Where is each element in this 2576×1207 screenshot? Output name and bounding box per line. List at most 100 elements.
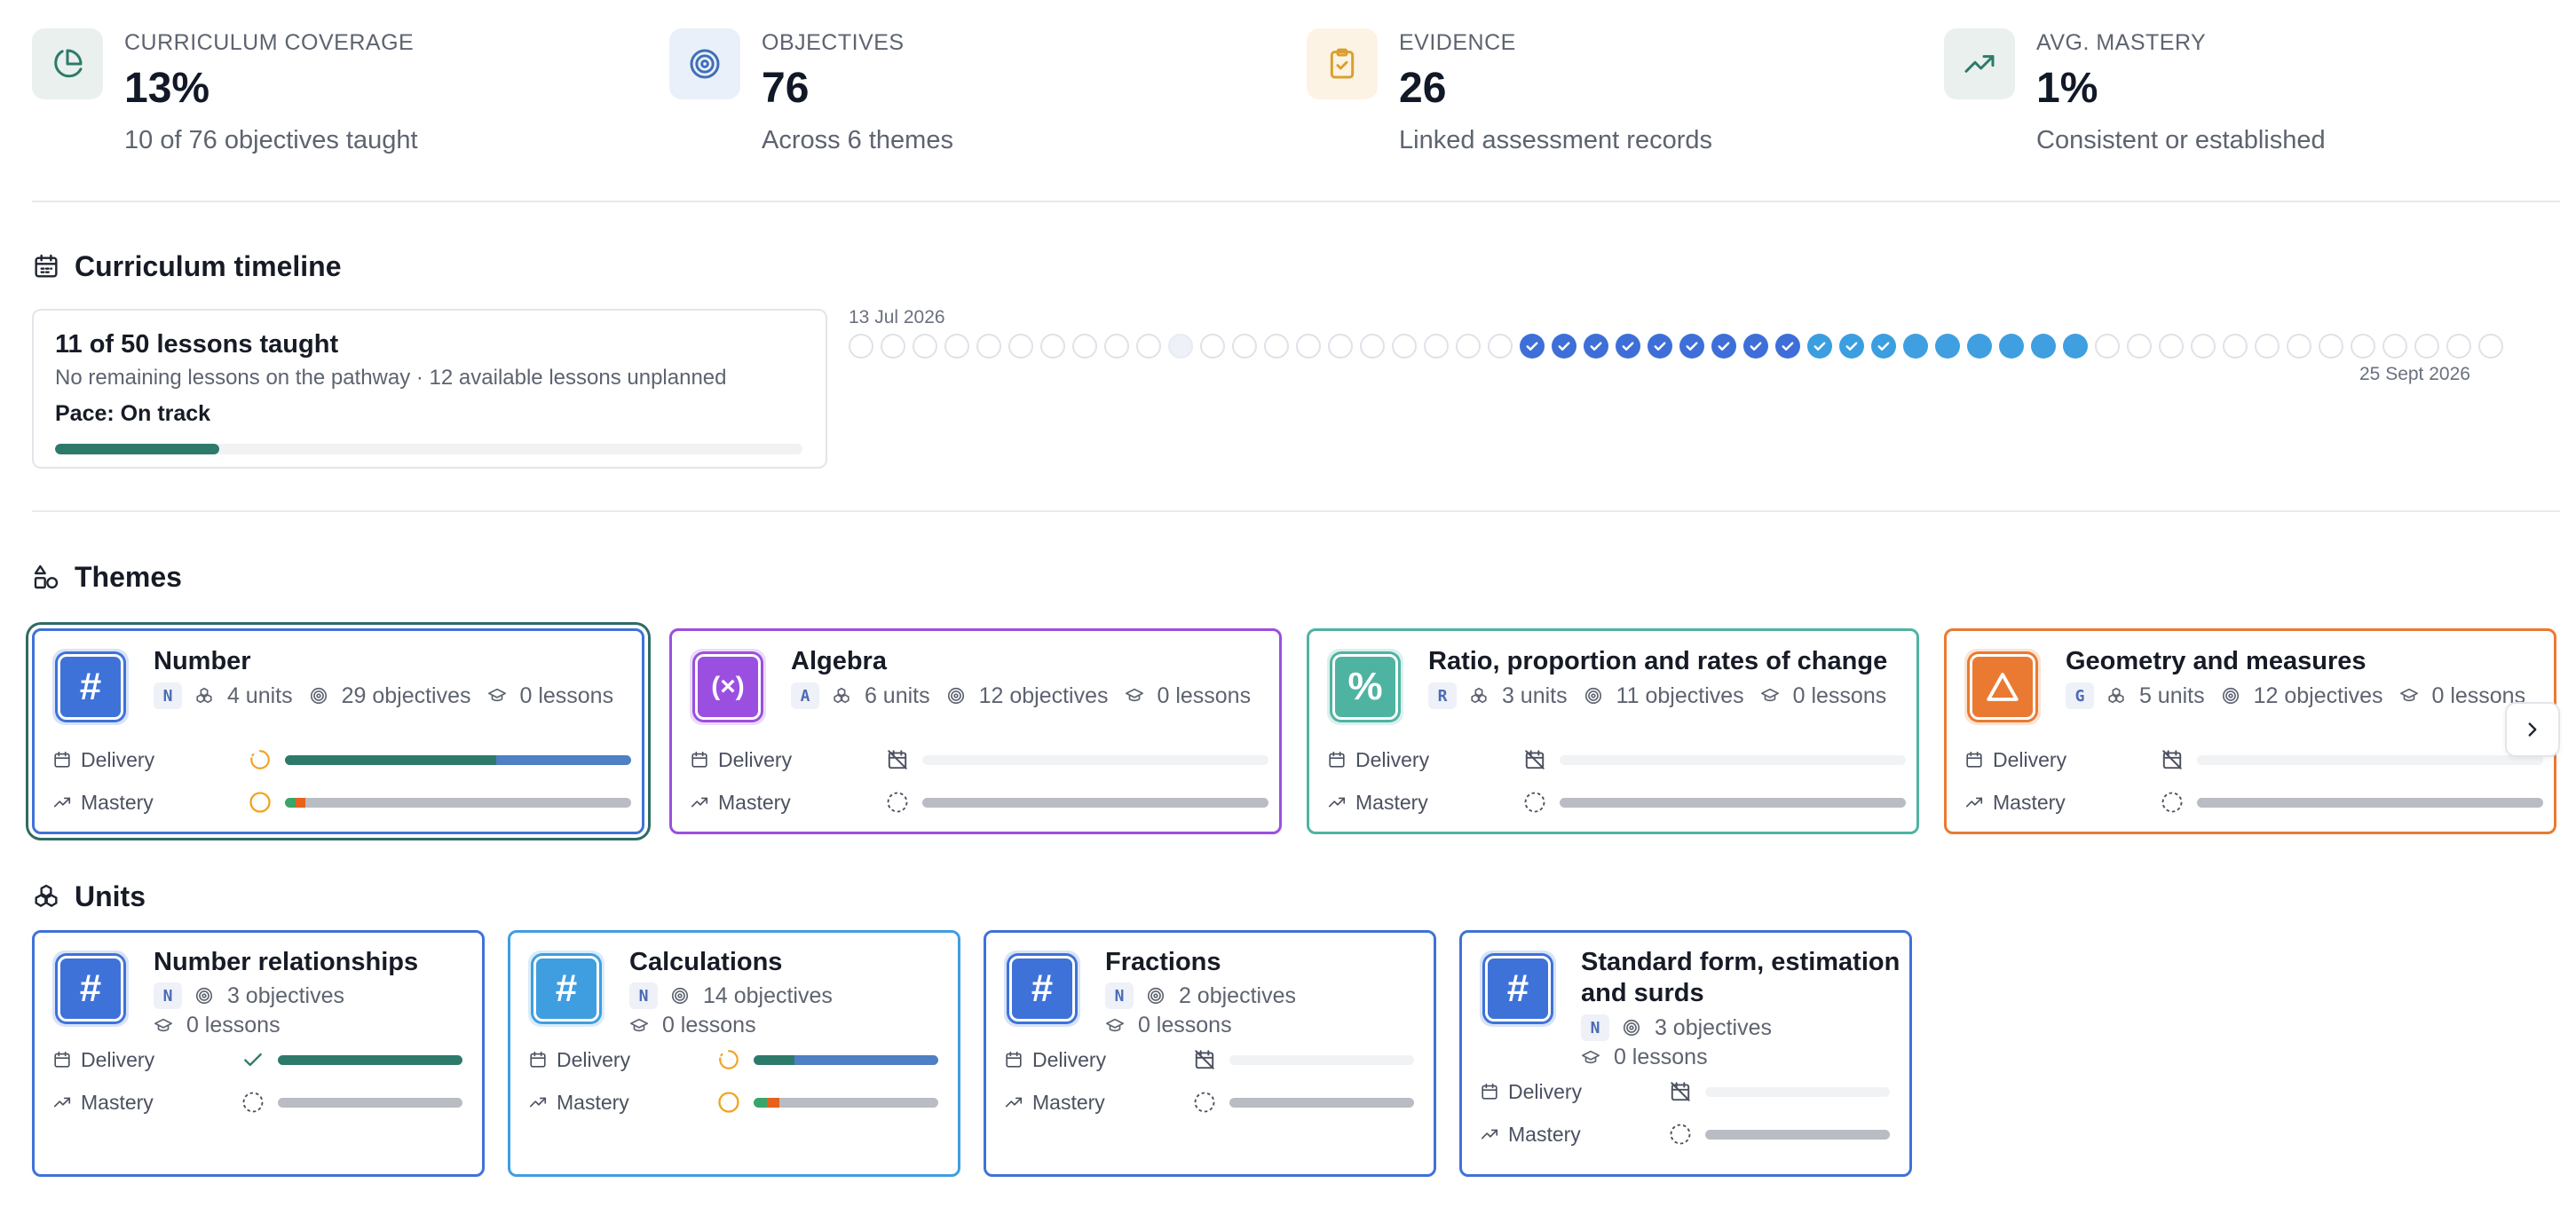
lesson-dot-empty[interactable]: [976, 334, 1001, 359]
lesson-dot-empty[interactable]: [2446, 334, 2471, 359]
unit-card-calculations[interactable]: # Calculations N 14 objectives 0 lessons…: [508, 930, 960, 1177]
lesson-dot-empty[interactable]: [881, 334, 905, 359]
lesson-dot-empty[interactable]: [944, 334, 969, 359]
unit-card-fractions[interactable]: # Fractions N 2 objectives 0 lessons Del…: [984, 930, 1436, 1177]
lesson-dot-empty[interactable]: [1264, 334, 1289, 359]
carousel-next-button[interactable]: [2505, 702, 2560, 757]
mastery-bar: [285, 797, 631, 808]
lesson-dot-taught[interactable]: [1775, 334, 1800, 359]
timeline-start-date: 13 Jul 2026: [849, 307, 945, 327]
lesson-dot-taught[interactable]: [1743, 334, 1768, 359]
mastery-row: Mastery: [528, 1089, 938, 1116]
bar-segment: [285, 754, 496, 765]
lessons-subtitle: No remaining lessons on the pathway · 12…: [55, 366, 727, 390]
delivery-row: Delivery: [528, 1046, 938, 1073]
timeline-summary-card: 11 of 50 lessons taught No remaining les…: [32, 309, 827, 469]
lesson-dot-taught[interactable]: [1520, 334, 1545, 359]
lesson-dot-empty[interactable]: [849, 334, 873, 359]
dashed-circle-icon: [2161, 792, 2183, 813]
lesson-dot-taught[interactable]: [1552, 334, 1576, 359]
lesson-dot-taught2[interactable]: [1807, 334, 1832, 359]
lesson-dot-planned[interactable]: [1935, 334, 1960, 359]
lesson-dot-today[interactable]: [1168, 334, 1193, 359]
unit-icon: #: [1480, 951, 1556, 1027]
lesson-dot-empty[interactable]: [1360, 334, 1385, 359]
lesson-dot-empty[interactable]: [2191, 334, 2216, 359]
calendar-icon: [52, 750, 81, 769]
trending-up-icon: [1944, 28, 2015, 99]
objectives-count: 29 objectives: [341, 682, 471, 708]
lesson-dot-empty[interactable]: [1008, 334, 1033, 359]
lesson-dot-empty[interactable]: [913, 334, 937, 359]
lesson-dot-empty[interactable]: [1424, 334, 1449, 359]
lesson-dot-empty[interactable]: [1392, 334, 1417, 359]
delivery-label: Delivery: [81, 747, 155, 771]
unit-meta: N 2 objectives 0 lessons: [1105, 982, 1425, 1038]
curriculum-timeline-heading: Curriculum timeline: [32, 247, 342, 286]
theme-meta: G 5 units 12 objectives 0 lessons: [2066, 682, 2541, 709]
delivery-label: Delivery: [557, 1047, 631, 1071]
graduation-cap-icon: [154, 1016, 180, 1036]
boxes-icon: [194, 686, 221, 706]
lesson-dot-taught2[interactable]: [1839, 334, 1864, 359]
lesson-dot-taught[interactable]: [1679, 334, 1704, 359]
lesson-dot-taught2[interactable]: [1871, 334, 1896, 359]
lesson-dot-empty[interactable]: [2127, 334, 2152, 359]
lesson-dot-planned[interactable]: [2063, 334, 2088, 359]
lesson-dot-empty[interactable]: [1200, 334, 1225, 359]
lesson-dot-empty[interactable]: [2223, 334, 2248, 359]
lesson-dot-planned[interactable]: [2031, 334, 2056, 359]
lesson-dot-empty[interactable]: [2095, 334, 2120, 359]
lesson-dot-taught[interactable]: [1648, 334, 1672, 359]
lesson-dot-planned[interactable]: [1967, 334, 1992, 359]
delivery-row: Delivery: [1964, 746, 2543, 773]
unit-name: Fractions: [1105, 948, 1221, 976]
lesson-dot-empty[interactable]: [2382, 334, 2407, 359]
lesson-dot-empty[interactable]: [1296, 334, 1321, 359]
lesson-dot-taught[interactable]: [1616, 334, 1640, 359]
section-title: Themes: [75, 560, 182, 593]
lesson-dot-empty[interactable]: [1136, 334, 1161, 359]
stat-subtext: Consistent or established: [2036, 126, 2326, 154]
trending-up-icon: [528, 1093, 557, 1112]
unit-name: Number relationships: [154, 948, 419, 976]
lesson-dot-empty[interactable]: [1040, 334, 1065, 359]
stat-subtext: 10 of 76 objectives taught: [124, 126, 418, 154]
pace-status: Pace: On track: [55, 401, 211, 426]
lesson-dot-empty[interactable]: [2478, 334, 2503, 359]
lesson-dot-empty[interactable]: [1232, 334, 1257, 359]
lesson-dot-taught[interactable]: [1711, 334, 1736, 359]
lesson-dot-empty[interactable]: [1456, 334, 1481, 359]
units-count: 3 units: [1501, 682, 1568, 708]
lesson-dot-empty[interactable]: [1328, 334, 1353, 359]
lesson-dot-planned[interactable]: [1903, 334, 1928, 359]
theme-name: Algebra: [791, 647, 887, 675]
lesson-dot-empty[interactable]: [2159, 334, 2184, 359]
unit-card-number-relationships[interactable]: # Number relationships N 3 objectives 0 …: [32, 930, 485, 1177]
lesson-dot-empty[interactable]: [1072, 334, 1097, 359]
delivery-label: Delivery: [718, 747, 793, 771]
lesson-dot-empty[interactable]: [1488, 334, 1513, 359]
theme-card-number[interactable]: # Number N 4 units 29 objectives 0 lesso…: [32, 628, 644, 834]
bar-segment: [278, 1054, 462, 1065]
lesson-dot-planned[interactable]: [1999, 334, 2024, 359]
lesson-dot-empty[interactable]: [2319, 334, 2343, 359]
mastery-bar: [922, 797, 1268, 808]
lessons-count: 0 lessons: [661, 1013, 756, 1037]
lesson-dot-empty[interactable]: [2255, 334, 2280, 359]
mastery-bar: [1705, 1129, 1890, 1140]
lesson-dot-empty[interactable]: [1104, 334, 1129, 359]
units-count: 5 units: [2138, 682, 2205, 708]
lesson-dot-taught[interactable]: [1584, 334, 1608, 359]
theme-card-algebra[interactable]: (×) Algebra A 6 units 12 objectives 0 le…: [669, 628, 1282, 834]
unit-meta: N 3 objectives 0 lessons: [1581, 1014, 1900, 1070]
lesson-dot-empty[interactable]: [2414, 334, 2439, 359]
lesson-dot-empty[interactable]: [2287, 334, 2311, 359]
target-icon: [946, 686, 973, 706]
lesson-dot-empty[interactable]: [2351, 334, 2375, 359]
unit-code-badge: N: [629, 982, 658, 1009]
bar-segment: [305, 797, 631, 808]
theme-card-geometry-and-measures[interactable]: Geometry and measures G 5 units 12 objec…: [1944, 628, 2556, 834]
unit-card-standard-form-estimation-and-surds[interactable]: # Standard form, estimation and surds N …: [1459, 930, 1912, 1177]
theme-card-ratio-proportion-and-rates-of-change[interactable]: % Ratio, proportion and rates of change …: [1307, 628, 1919, 834]
